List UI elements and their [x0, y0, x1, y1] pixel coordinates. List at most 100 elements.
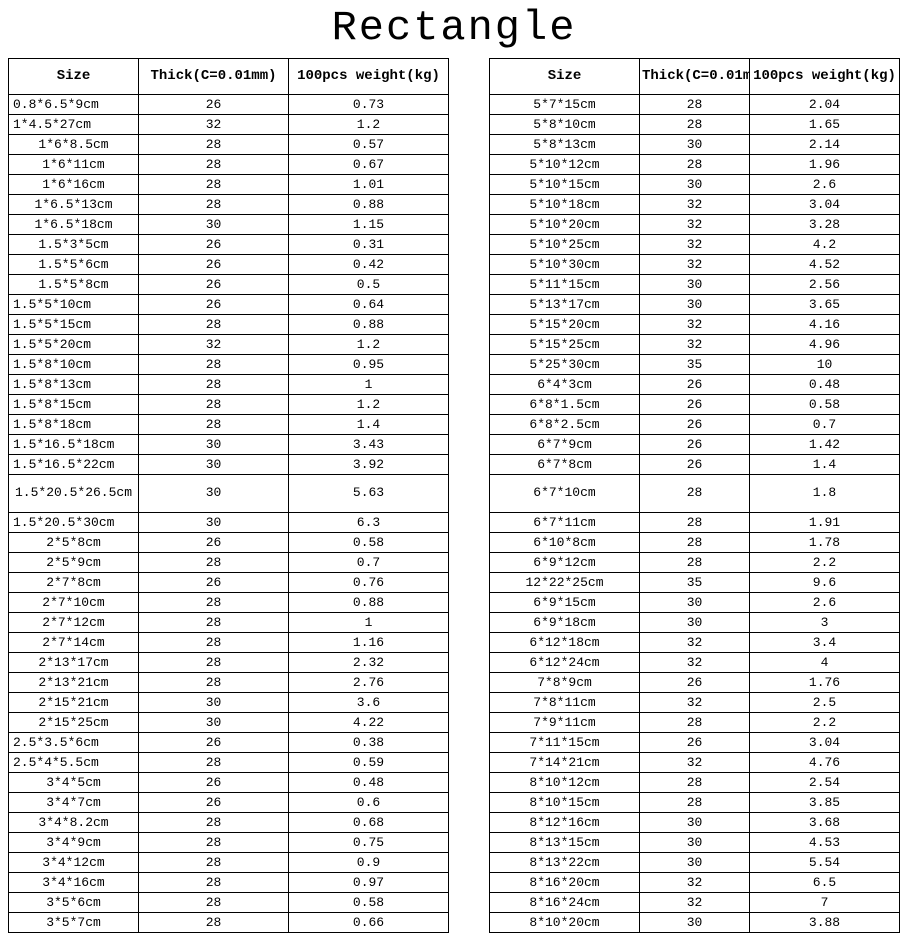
cell-thick: 32: [640, 195, 750, 215]
cell-thick: 28: [139, 913, 289, 933]
cell-weight: 0.7: [750, 415, 900, 435]
cell-size: 6*9*12cm: [490, 553, 640, 573]
table-row: 1.5*5*10cm260.64: [9, 295, 449, 315]
table-row: 6*9*18cm303: [490, 613, 900, 633]
cell-thick: 30: [139, 475, 289, 513]
cell-weight: 0.88: [289, 593, 449, 613]
cell-thick: 26: [139, 533, 289, 553]
cell-thick: 30: [640, 593, 750, 613]
cell-weight: 0.73: [289, 95, 449, 115]
cell-weight: 9.6: [750, 573, 900, 593]
cell-weight: 0.75: [289, 833, 449, 853]
cell-size: 2*5*9cm: [9, 553, 139, 573]
cell-thick: 30: [139, 435, 289, 455]
cell-size: 8*13*15cm: [490, 833, 640, 853]
cell-weight: 3.04: [750, 733, 900, 753]
col-weight: 100pcs weight(kg): [289, 59, 449, 95]
cell-weight: 0.88: [289, 315, 449, 335]
table-row: 1*6*16cm281.01: [9, 175, 449, 195]
table-row: 8*13*15cm304.53: [490, 833, 900, 853]
cell-thick: 28: [139, 415, 289, 435]
cell-weight: 1.96: [750, 155, 900, 175]
cell-weight: 0.66: [289, 913, 449, 933]
table-row: 1.5*16.5*22cm303.92: [9, 455, 449, 475]
cell-thick: 28: [139, 613, 289, 633]
cell-weight: 3.4: [750, 633, 900, 653]
table-row: 5*10*30cm324.52: [490, 255, 900, 275]
cell-thick: 32: [139, 335, 289, 355]
cell-size: 6*9*18cm: [490, 613, 640, 633]
table-row: 6*9*15cm302.6: [490, 593, 900, 613]
table-row: 2.5*4*5.5cm280.59: [9, 753, 449, 773]
cell-size: 5*10*18cm: [490, 195, 640, 215]
table-row: 2*5*9cm280.7: [9, 553, 449, 573]
cell-size: 2*15*21cm: [9, 693, 139, 713]
table-row: 6*12*24cm324: [490, 653, 900, 673]
cell-weight: 1.2: [289, 395, 449, 415]
table-row: 2*15*25cm304.22: [9, 713, 449, 733]
cell-size: 7*9*11cm: [490, 713, 640, 733]
cell-weight: 3.43: [289, 435, 449, 455]
table-row: 5*8*13cm302.14: [490, 135, 900, 155]
cell-size: 6*8*1.5cm: [490, 395, 640, 415]
table-row: 1*4.5*27cm321.2: [9, 115, 449, 135]
cell-thick: 26: [640, 673, 750, 693]
cell-size: 1*6*16cm: [9, 175, 139, 195]
cell-size: 1.5*5*6cm: [9, 255, 139, 275]
tables-wrapper: Size Thick(C=0.01mm) 100pcs weight(kg) 0…: [0, 58, 908, 933]
cell-weight: 3.68: [750, 813, 900, 833]
table-row: 1.5*5*20cm321.2: [9, 335, 449, 355]
cell-thick: 28: [139, 833, 289, 853]
cell-size: 3*4*9cm: [9, 833, 139, 853]
table-row: 5*13*17cm303.65: [490, 295, 900, 315]
cell-size: 3*4*7cm: [9, 793, 139, 813]
table-row: 1.5*8*13cm281: [9, 375, 449, 395]
cell-thick: 28: [640, 155, 750, 175]
cell-size: 5*10*30cm: [490, 255, 640, 275]
cell-size: 2.5*3.5*6cm: [9, 733, 139, 753]
cell-thick: 30: [139, 215, 289, 235]
table-row: 6*7*8cm261.4: [490, 455, 900, 475]
cell-weight: 3.92: [289, 455, 449, 475]
cell-thick: 28: [139, 893, 289, 913]
cell-thick: 28: [640, 533, 750, 553]
cell-size: 2*5*8cm: [9, 533, 139, 553]
cell-weight: 4: [750, 653, 900, 673]
cell-thick: 26: [139, 275, 289, 295]
cell-size: 3*4*5cm: [9, 773, 139, 793]
cell-thick: 28: [139, 753, 289, 773]
cell-thick: 26: [139, 235, 289, 255]
table-row: 1.5*8*18cm281.4: [9, 415, 449, 435]
cell-size: 5*10*15cm: [490, 175, 640, 195]
table-row: 7*8*11cm322.5: [490, 693, 900, 713]
cell-size: 6*7*8cm: [490, 455, 640, 475]
cell-thick: 28: [139, 873, 289, 893]
table-row: 5*10*12cm281.96: [490, 155, 900, 175]
cell-size: 5*10*20cm: [490, 215, 640, 235]
cell-thick: 30: [139, 693, 289, 713]
cell-weight: 0.58: [289, 533, 449, 553]
cell-weight: 2.6: [750, 175, 900, 195]
cell-weight: 1.01: [289, 175, 449, 195]
cell-weight: 1: [289, 375, 449, 395]
table-row: 7*8*9cm261.76: [490, 673, 900, 693]
table-row: 1.5*3*5cm260.31: [9, 235, 449, 255]
table-row: 3*5*7cm280.66: [9, 913, 449, 933]
cell-thick: 32: [640, 633, 750, 653]
cell-thick: 30: [640, 175, 750, 195]
cell-weight: 1.4: [750, 455, 900, 475]
table-row: 1.5*5*6cm260.42: [9, 255, 449, 275]
cell-thick: 28: [139, 175, 289, 195]
cell-thick: 26: [640, 733, 750, 753]
cell-size: 1.5*3*5cm: [9, 235, 139, 255]
table-row: 1.5*5*8cm260.5: [9, 275, 449, 295]
table-row: 2*7*10cm280.88: [9, 593, 449, 613]
table-row: 6*7*10cm281.8: [490, 475, 900, 513]
cell-thick: 30: [139, 713, 289, 733]
table-row: 1.5*20.5*30cm306.3: [9, 513, 449, 533]
cell-thick: 32: [640, 255, 750, 275]
table-row: 2*13*17cm282.32: [9, 653, 449, 673]
col-thick: Thick(C=0.01mm): [139, 59, 289, 95]
cell-size: 3*4*12cm: [9, 853, 139, 873]
cell-thick: 32: [640, 315, 750, 335]
